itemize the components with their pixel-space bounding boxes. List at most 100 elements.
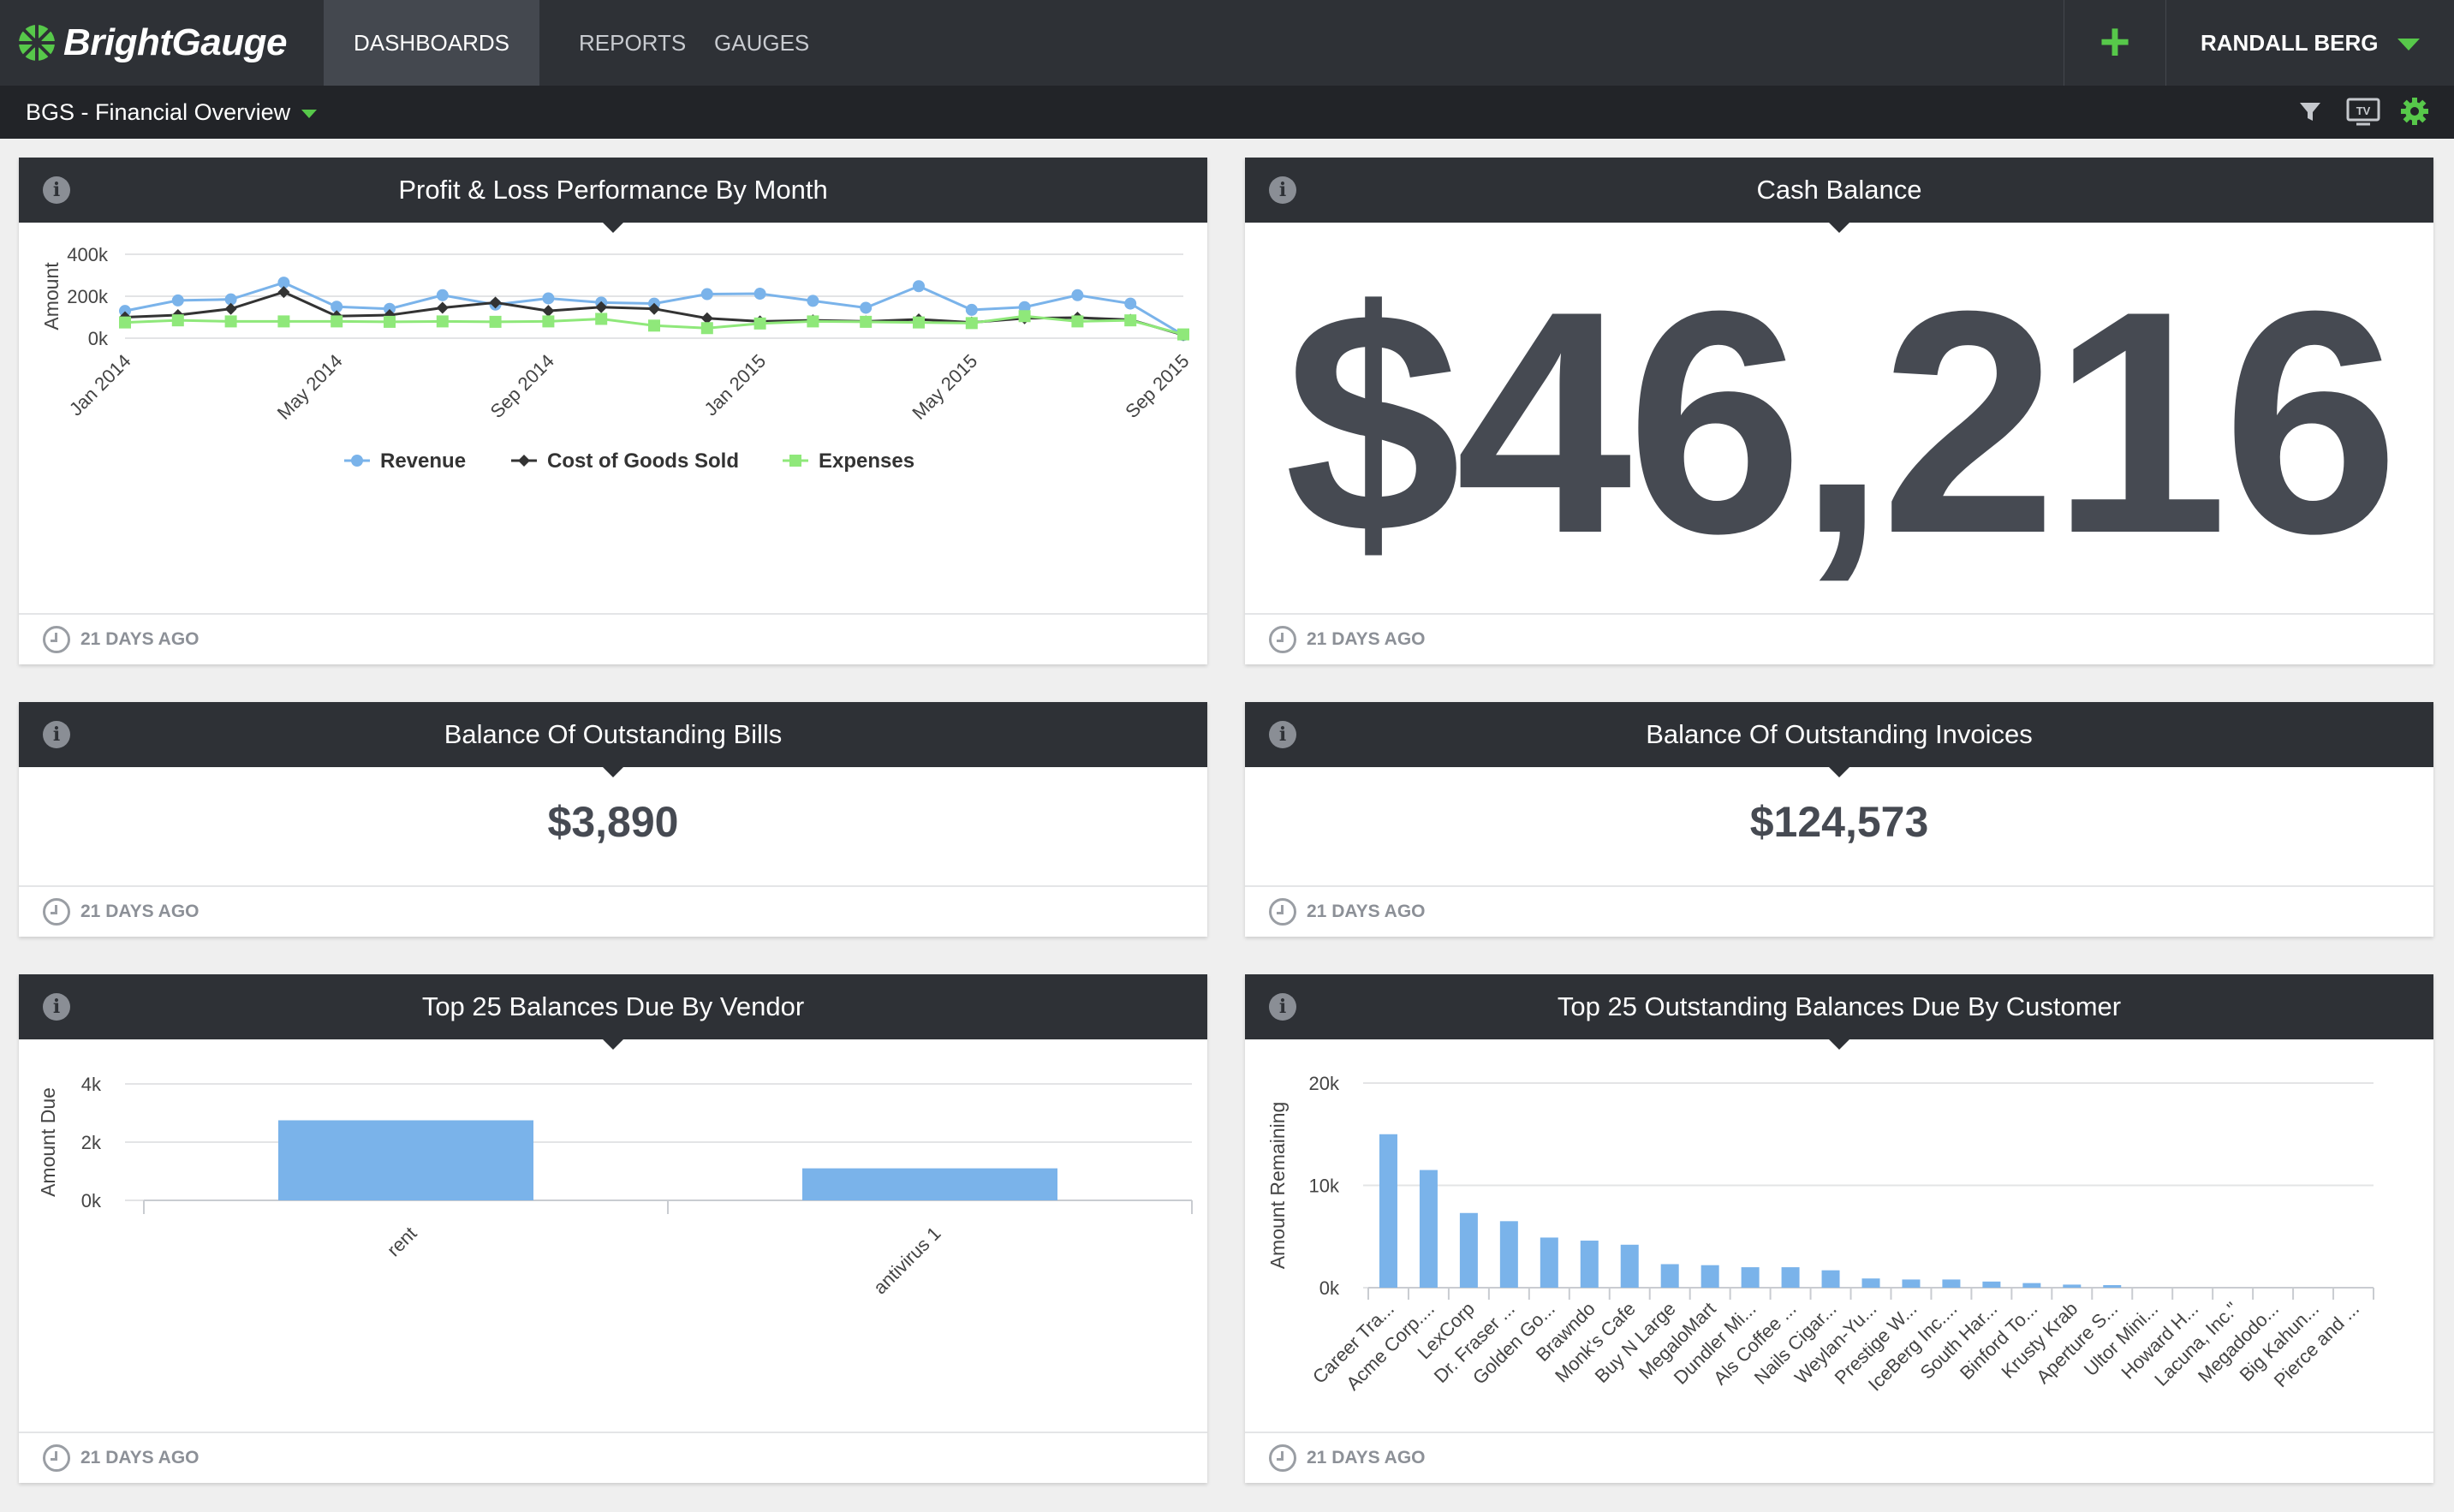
y-tick-label: 0k <box>1319 1277 1340 1299</box>
x-tick-label: Jan 2014 <box>65 350 135 420</box>
data-point <box>965 303 978 316</box>
y-axis-label: Amount Remaining <box>1266 1102 1289 1270</box>
data-point <box>224 302 237 315</box>
y-tick-label: 0k <box>81 1190 102 1211</box>
dashboard-caret-icon[interactable] <box>301 110 317 118</box>
invoices-value: $124,573 <box>1749 798 1929 846</box>
panel-title: Balance Of Outstanding Invoices <box>1646 719 2033 749</box>
bills-value: $3,890 <box>547 798 679 846</box>
bar <box>1861 1278 1880 1288</box>
x-tick-label: antivirus 1 <box>869 1223 945 1299</box>
bar <box>1660 1264 1679 1288</box>
legend-label: Revenue <box>380 449 466 473</box>
tv-mode-icon[interactable]: TV <box>2344 96 2382 127</box>
info-icon[interactable]: i <box>43 721 70 748</box>
x-tick-label: Jan 2015 <box>700 350 770 420</box>
data-point <box>595 313 608 325</box>
data-point <box>860 315 873 328</box>
data-point <box>648 319 660 332</box>
last-updated: 21 DAYS AGO <box>1307 902 1426 921</box>
y-axis-label: Amount Due <box>37 1087 59 1197</box>
data-point <box>384 302 396 315</box>
bar <box>1942 1279 1961 1288</box>
data-point <box>700 312 713 324</box>
data-point <box>277 277 290 289</box>
last-updated: 21 DAYS AGO <box>80 902 200 921</box>
bar <box>1982 1281 2001 1288</box>
clock-icon <box>43 626 70 653</box>
top-nav: BrightGauge DASHBOARDS REPORTS GAUGES + … <box>0 0 2454 86</box>
dashboard-bar: BGS - Financial Overview <box>0 86 2454 139</box>
bar <box>1419 1170 1438 1288</box>
chevron-down-icon[interactable] <box>2397 39 2420 51</box>
brightgauge-logo[interactable]: BrightGauge <box>17 15 287 70</box>
dashboard-selector[interactable]: BGS - Financial Overview <box>26 98 291 125</box>
bar <box>1821 1270 1840 1288</box>
x-tick-label: Sep 2014 <box>486 350 558 422</box>
info-icon[interactable]: i <box>1269 721 1296 748</box>
data-point <box>1177 328 1189 341</box>
data-point <box>436 301 449 314</box>
last-updated: 21 DAYS AGO <box>80 1448 200 1467</box>
bar <box>1781 1267 1800 1288</box>
y-tick-label: 200k <box>67 286 109 307</box>
data-point <box>331 315 343 328</box>
filter-icon[interactable] <box>2295 96 2326 127</box>
gauge-logo-icon <box>19 25 55 61</box>
bar <box>1379 1134 1397 1288</box>
bar <box>2022 1283 2041 1288</box>
data-point <box>1018 310 1031 323</box>
add-button[interactable]: + <box>2064 0 2166 86</box>
data-point <box>277 286 290 299</box>
legend-marker <box>351 455 363 467</box>
legend-marker <box>789 455 801 467</box>
x-tick-label: May 2015 <box>908 350 981 424</box>
info-icon[interactable]: i <box>43 176 70 204</box>
data-point <box>648 302 660 315</box>
info-icon[interactable]: i <box>1269 993 1296 1021</box>
nav-reports[interactable]: REPORTS <box>579 29 687 56</box>
data-point <box>700 288 713 301</box>
data-point <box>331 301 343 313</box>
data-point <box>542 292 555 305</box>
y-tick-label: 2k <box>81 1132 102 1153</box>
y-tick-label: 400k <box>67 244 109 265</box>
data-point <box>224 315 237 328</box>
panel-title: Balance Of Outstanding Bills <box>444 719 783 749</box>
nav-gauges[interactable]: GAUGES <box>714 29 810 56</box>
data-point <box>1124 314 1137 327</box>
gear-icon[interactable] <box>2399 96 2430 127</box>
panel-title: Cash Balance <box>1756 175 1922 205</box>
pl-panel: i Profit & Loss Performance By Month 0k 2… <box>19 158 1207 664</box>
data-point <box>224 293 237 306</box>
customer-panel: i Top 25 Outstanding Balances Due By Cus… <box>1245 974 2433 1483</box>
bills-panel: i Balance Of Outstanding Bills $3,890 21… <box>19 702 1207 937</box>
vendor-panel: i Top 25 Balances Due By Vendor 0k 2k 4k Am… <box>19 974 1207 1483</box>
data-point <box>436 315 449 328</box>
invoices-panel: i Balance Of Outstanding Invoices $124,5… <box>1245 702 2433 937</box>
bar <box>1580 1241 1599 1288</box>
data-point <box>753 288 766 301</box>
nav-dashboards[interactable]: DASHBOARDS <box>324 0 539 86</box>
data-point <box>542 305 555 318</box>
data-point <box>753 317 766 330</box>
y-tick-label: 0k <box>88 328 109 349</box>
data-point <box>913 316 925 329</box>
last-updated: 21 DAYS AGO <box>1307 629 1426 649</box>
bar <box>1540 1237 1558 1288</box>
data-point <box>807 315 819 328</box>
bar <box>1620 1244 1639 1288</box>
info-icon[interactable]: i <box>1269 176 1296 204</box>
user-menu[interactable]: RANDALL BERG <box>2201 29 2379 56</box>
info-icon[interactable]: i <box>43 993 70 1021</box>
x-tick-label: Sep 2015 <box>1121 350 1193 422</box>
legend-label: Expenses <box>819 449 914 473</box>
data-point <box>1071 315 1084 328</box>
legend-label: Cost of Goods Sold <box>547 449 739 473</box>
bar <box>1741 1267 1760 1288</box>
clock-icon <box>1269 626 1296 653</box>
logo-text: BrightGauge <box>63 21 287 63</box>
data-point <box>1071 289 1084 301</box>
data-point <box>489 296 502 309</box>
